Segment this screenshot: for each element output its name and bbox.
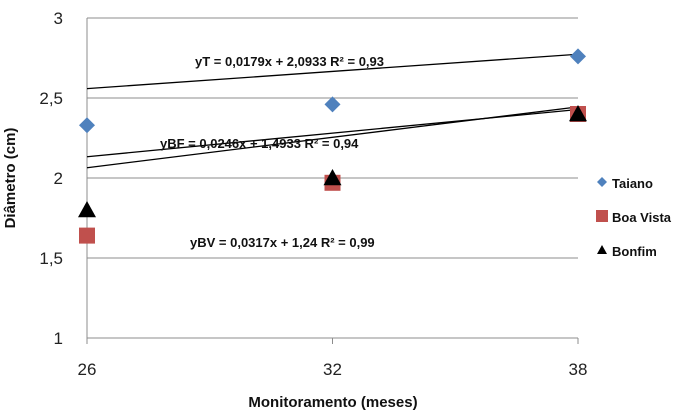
legend-marker-square-icon	[596, 210, 608, 222]
legend-label: Taiano	[612, 176, 653, 191]
y-tick-label: 2,5	[39, 89, 63, 108]
legend-marker-diamond-icon	[597, 177, 607, 187]
equation-labels: yT = 0,0179x + 2,0933 R² = 0,93 yBV = 0,0…	[160, 54, 384, 250]
x-tick-label: 38	[569, 360, 588, 379]
x-tick-label: 26	[78, 360, 97, 379]
data-point-square	[79, 227, 95, 244]
legend-item-bonfim: Bonfim	[597, 244, 657, 259]
legend-marker	[596, 210, 608, 222]
equation-label-bonfim: yBF = 0,0246x + 1,4933 R² = 0,94	[160, 136, 359, 151]
legend-item-boa-vista: Boa Vista	[596, 210, 672, 225]
legend-marker-triangle-icon	[597, 245, 607, 254]
trendlines	[86, 53, 579, 169]
trendline-bonfim	[86, 108, 579, 158]
x-axis-title: Monitoramento (meses)	[248, 394, 417, 411]
data-markers	[78, 48, 587, 244]
y-tick-label: 1	[54, 329, 63, 348]
data-point-diamond	[79, 117, 95, 134]
data-point-diamond	[324, 96, 341, 113]
legend-marker	[597, 177, 607, 187]
trendline-taiano	[86, 53, 579, 90]
y-tick-label: 1,5	[39, 249, 63, 268]
y-tick-label: 3	[54, 9, 63, 28]
equation-label-taiano: yT = 0,0179x + 2,0933 R² = 0,93	[195, 54, 384, 69]
data-point-triangle	[78, 201, 96, 218]
legend: Taiano Boa Vista Bonfim	[596, 176, 672, 259]
legend-label: Bonfim	[612, 244, 657, 259]
x-tick-label: 32	[323, 360, 342, 379]
data-point-triangle	[323, 169, 342, 186]
legend-item-taiano: Taiano	[597, 176, 653, 191]
axes: 1 1,5 2 2,5 3 26 32 38	[39, 9, 587, 379]
y-axis-title: Diâmetro (cm)	[2, 128, 19, 229]
legend-marker	[597, 245, 607, 254]
data-point-triangle	[569, 105, 587, 122]
data-point-diamond	[570, 48, 586, 65]
legend-label: Boa Vista	[612, 210, 672, 225]
y-tick-label: 2	[54, 169, 63, 188]
equation-label-boa-vista: yBV = 0,0317x + 1,24 R² = 0,99	[190, 235, 375, 250]
